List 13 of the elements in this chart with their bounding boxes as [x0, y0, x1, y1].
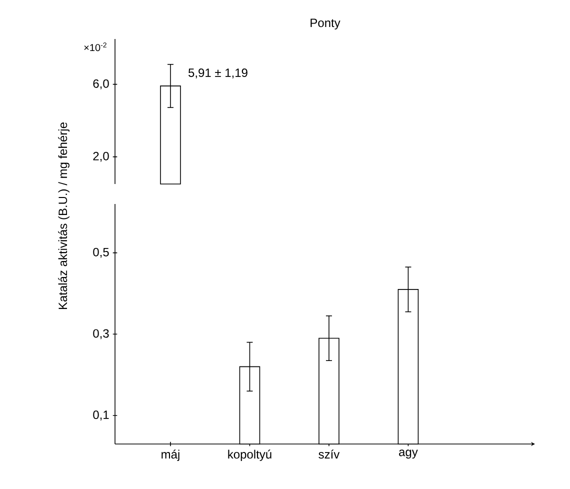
y-tick-label: 0,1 [93, 410, 109, 420]
x-tick-label: kopoltyú [228, 450, 272, 461]
x-tick-label: máj [162, 450, 180, 461]
y-tick-label: 0,3 [93, 329, 109, 340]
x-tick-label: agy [399, 450, 418, 459]
y-tick-label: 0,5 [93, 248, 109, 258]
chart-title: Ponty [310, 18, 340, 30]
y-tick-label: 2,0 [93, 152, 109, 162]
y-axis-title: Kataláz aktivitás (B.U.) / mg fehérje [58, 122, 70, 310]
text: ×10$^{-2}$ [84, 42, 106, 52]
annotation: 5,91 ± 1,19 [188, 68, 248, 78]
y-tick-label: 6,0 [93, 79, 109, 90]
x-tick-label: szív [318, 450, 340, 459]
